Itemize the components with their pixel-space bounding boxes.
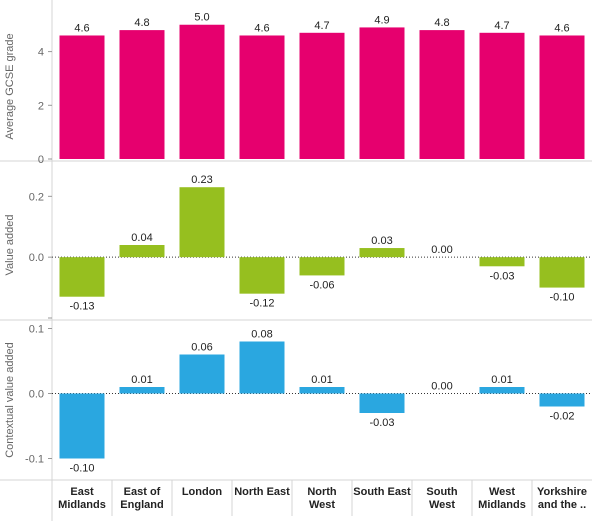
bar (539, 257, 585, 288)
x-tick-label: Yorkshire (537, 486, 587, 498)
bar (59, 257, 105, 297)
bar (119, 387, 165, 394)
data-label: -0.03 (489, 270, 514, 282)
data-label: 0.01 (491, 374, 512, 386)
bar (479, 387, 525, 394)
x-tick-label: West (489, 486, 515, 498)
data-label: 4.8 (434, 17, 449, 29)
bar (179, 187, 225, 258)
y-tick-label: 0 (38, 154, 44, 166)
bar (419, 30, 465, 159)
y-axis-label: Contextual value added (4, 342, 16, 458)
bar (119, 245, 165, 258)
bar (239, 257, 285, 294)
bar (119, 30, 165, 159)
y-tick-label: 2 (38, 100, 44, 112)
data-label: -0.10 (69, 463, 94, 475)
y-tick-label: 0.1 (29, 324, 44, 336)
y-tick-label: 0.0 (29, 252, 44, 264)
data-label: 0.03 (371, 235, 392, 247)
bar (359, 248, 405, 258)
data-label: 0.00 (431, 381, 452, 393)
data-label: 0.00 (431, 244, 452, 256)
data-label: -0.12 (249, 298, 274, 310)
x-tick-label: North (307, 486, 337, 498)
x-tick-label: London (182, 486, 223, 498)
data-label: -0.06 (309, 279, 334, 291)
y-tick-label: 0.0 (29, 389, 44, 401)
bar (239, 35, 285, 160)
data-label: 4.7 (494, 20, 509, 32)
bar (299, 32, 345, 159)
x-tick-label: North East (234, 486, 290, 498)
y-axis-label: Average GCSE grade (4, 33, 16, 139)
y-tick-label: 0.2 (29, 191, 44, 203)
data-label: 4.9 (374, 14, 389, 26)
data-label: -0.10 (549, 292, 574, 304)
data-label: 4.6 (74, 22, 89, 34)
bar (359, 27, 405, 159)
bar (299, 257, 345, 276)
x-tick-label: Midlands (478, 499, 526, 511)
x-tick-label: West (309, 499, 335, 511)
bar (479, 257, 525, 267)
data-label: 5.0 (194, 12, 209, 24)
x-tick-label: Midlands (58, 499, 106, 511)
data-label: 0.04 (131, 232, 152, 244)
x-tick-label: East (70, 486, 94, 498)
y-tick-label: -0.1 (25, 454, 44, 466)
bar (299, 387, 345, 394)
bar (179, 24, 225, 160)
x-tick-label: South (426, 486, 457, 498)
bar (539, 393, 585, 407)
x-tick-label: and the .. (538, 499, 586, 511)
bar (239, 341, 285, 394)
y-axis-label: Value added (4, 215, 16, 276)
data-label: 0.01 (131, 374, 152, 386)
data-label: 4.6 (554, 22, 569, 34)
x-tick-label: South East (353, 486, 411, 498)
data-label: -0.13 (69, 301, 94, 313)
data-label: 4.8 (134, 17, 149, 29)
bar (59, 393, 105, 459)
bar (479, 32, 525, 159)
x-tick-label: West (429, 499, 455, 511)
data-label: -0.02 (549, 411, 574, 423)
x-tick-label: East of (124, 486, 161, 498)
x-tick-label: England (120, 499, 163, 511)
bar (359, 393, 405, 413)
data-label: 0.01 (311, 374, 332, 386)
y-tick-label: 4 (38, 47, 44, 59)
bar (59, 35, 105, 160)
bar (179, 354, 225, 394)
bar (539, 35, 585, 160)
data-label: 4.6 (254, 22, 269, 34)
data-label: 0.08 (251, 329, 272, 341)
data-label: 4.7 (314, 20, 329, 32)
data-label: 0.06 (191, 342, 212, 354)
data-label: 0.23 (191, 174, 212, 186)
data-label: -0.03 (369, 417, 394, 429)
